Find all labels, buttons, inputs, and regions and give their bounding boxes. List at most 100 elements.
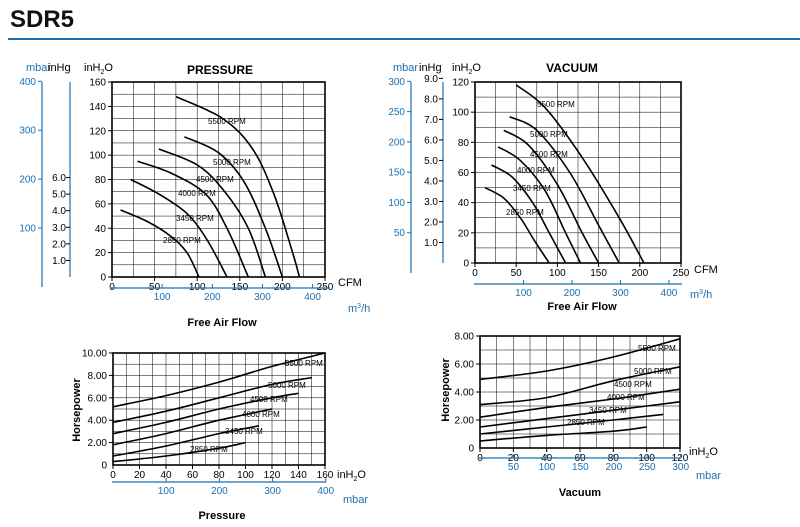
chart1-curve-3450-rpm <box>130 178 228 278</box>
chart4-y-tick-label: 4.00 <box>455 388 475 399</box>
chart3-x-tick-label: 20 <box>134 470 146 481</box>
chart1-y2-tick-label: 1.0 <box>52 256 66 267</box>
chart3-x2-tick-label: 300 <box>264 486 281 497</box>
chart4-series-label-4500-rpm: 4500 RPM <box>614 380 652 389</box>
chart1-series-label-4500-rpm: 4500 RPM <box>196 175 234 184</box>
chart4-x2-tick-label: 300 <box>672 462 689 473</box>
chart3-curve-5000-rpm <box>112 376 312 424</box>
chart3-y-tick-label: 6.00 <box>88 393 108 404</box>
chart2-x2-unit: m3/h <box>690 289 712 301</box>
chart2-y2-tick-label: 2.0 <box>424 217 438 228</box>
chart4-curve-5000-rpm <box>479 366 681 406</box>
chart4-series-label-5500-rpm: 5500 RPM <box>638 344 676 353</box>
chart1-curve-5500-rpm <box>175 95 301 278</box>
chart4-x2-tick-label: 200 <box>605 462 622 473</box>
chart3-curve-4000-rpm <box>112 408 273 446</box>
chart1-y-tick-label: 20 <box>95 248 107 259</box>
chart2-y2-tick-label: 6.0 <box>424 135 438 146</box>
chart2-y2-tick-label: 1.0 <box>424 238 438 249</box>
chart1-y-tick-label: 120 <box>89 126 106 137</box>
chart2-x-tick-label: 150 <box>590 268 607 279</box>
chart3-series-label-5500-rpm: 5500 RPM <box>285 359 323 368</box>
chart2-x-tick-label: 0 <box>472 268 478 279</box>
chart1-y3-tick-label: 100 <box>19 224 36 235</box>
chart3-y-tick-label: 8.00 <box>88 371 108 382</box>
chart2-y2-tick-label: 3.0 <box>424 197 438 208</box>
chart3-x2-tick-label: 100 <box>158 486 175 497</box>
chart1-curve-5000-rpm <box>184 136 284 278</box>
chart2-y3-tick-label: 200 <box>388 137 405 148</box>
chart2-series-label-4000-rpm: 4000 RPM <box>517 166 555 175</box>
chart3-series-label-4500-rpm: 4500 RPM <box>250 395 288 404</box>
chart2-x2-tick-label: 100 <box>515 288 532 299</box>
chart2-y3-unit: mbar <box>393 62 418 74</box>
chart1-y3-tick-label: 200 <box>19 175 36 186</box>
chart1-y-unit: inH2O <box>84 62 113 76</box>
chart1-y2-tick-label: 6.0 <box>52 173 66 184</box>
chart3-x2-tick-label: 400 <box>317 486 334 497</box>
chart2-curve-5500-rpm <box>515 84 645 264</box>
chart2-y3-tick-label: 250 <box>388 107 405 118</box>
chart2-y-tick-label: 100 <box>452 108 469 119</box>
chart1-y-tick-label: 140 <box>89 102 106 113</box>
chart2-y3-tick-label: 150 <box>388 168 405 179</box>
chart4-x2-tick-label: 150 <box>572 462 589 473</box>
chart2-series-label-2850-rpm: 2850 RPM <box>506 208 544 217</box>
chart2-series-label-5500-rpm: 5500 RPM <box>537 100 575 109</box>
chart2-curve-4000-rpm <box>497 146 582 264</box>
chart4-y-tick-label: 2.00 <box>455 416 475 427</box>
chart3-series-label-4000-rpm: 4000 RPM <box>242 410 280 419</box>
chart3-series-label-2850-rpm: 2850 RPM <box>190 445 228 454</box>
chart1-series-label-5000-rpm: 5000 RPM <box>213 158 251 167</box>
chart3-curve-3450-rpm <box>112 425 259 457</box>
chart4-x-unit: inH2O <box>689 446 718 460</box>
chart4-curve-5500-rpm <box>479 338 681 381</box>
chart2-y3-tick-label: 50 <box>394 228 406 239</box>
chart2-x-label: Free Air Flow <box>547 301 617 313</box>
chart4-x2-tick-label: 100 <box>539 462 556 473</box>
chart1-y3-tick-label: 300 <box>19 126 36 137</box>
chart1-y-tick-label: 160 <box>89 78 106 89</box>
chart1-x-unit: CFM <box>338 277 362 289</box>
chart1-y2-tick-label: 2.0 <box>52 239 66 250</box>
chart2-y-unit: inH2O <box>452 62 481 76</box>
chart3-curve-2850-rpm <box>112 441 246 463</box>
page-title: SDR5 <box>10 6 75 33</box>
chart3-y-label: Horsepower <box>71 377 83 441</box>
chart2-y-tick-label: 60 <box>458 168 470 179</box>
chart1-series-label-3450-rpm: 3450 RPM <box>176 214 214 223</box>
chart2-x-tick-label: 250 <box>673 268 690 279</box>
chart1-x2-unit: m3/h <box>348 303 370 315</box>
chart1-y-tick-label: 100 <box>89 151 106 162</box>
chart4-x2-tick-label: 250 <box>639 462 656 473</box>
chart4-series-label-5000-rpm: 5000 RPM <box>634 367 672 376</box>
chart1-x2-tick-label: 200 <box>204 292 221 303</box>
chart2-y-tick-label: 0 <box>463 259 469 270</box>
chart1-x-label: Free Air Flow <box>187 317 257 329</box>
chart3-y-zero-label: 0 <box>101 461 107 472</box>
chart4-y-tick-label: 6.00 <box>455 360 475 371</box>
chart1-y2-tick-label: 3.0 <box>52 223 66 234</box>
chart3-x-tick-label: 120 <box>264 470 281 481</box>
chart1-y3-unit: mbar <box>26 62 51 74</box>
chart3-y-tick-label: 10.00 <box>82 349 107 360</box>
chart4-curve-2850-rpm <box>479 426 647 442</box>
chart4-x2-unit: mbar <box>696 470 721 482</box>
chart2-x-tick-label: 100 <box>549 268 566 279</box>
chart2-x-tick-label: 200 <box>631 268 648 279</box>
chart2-x2-tick-label: 400 <box>661 288 678 299</box>
chart1-series-label-2850-rpm: 2850 RPM <box>163 236 201 245</box>
chart1-y-tick-label: 80 <box>95 175 107 186</box>
chart3-x-unit: inH2O <box>337 469 366 483</box>
chart1-y-tick-label: 0 <box>100 273 106 284</box>
chart2-y2-tick-label: 4.0 <box>424 176 438 187</box>
chart2-curve-2850-rpm <box>484 186 550 264</box>
chart2-y2-tick-label: 5.0 <box>424 156 438 167</box>
chart3-series-label-5000-rpm: 5000 RPM <box>268 381 306 390</box>
chart2-curve-5000-rpm <box>509 115 620 264</box>
chart2-y2-unit: inHg <box>419 62 442 74</box>
header-rule <box>8 38 800 40</box>
chart4-y-label: Horsepower <box>440 357 452 421</box>
chart4-x-label: Vacuum <box>559 487 601 499</box>
